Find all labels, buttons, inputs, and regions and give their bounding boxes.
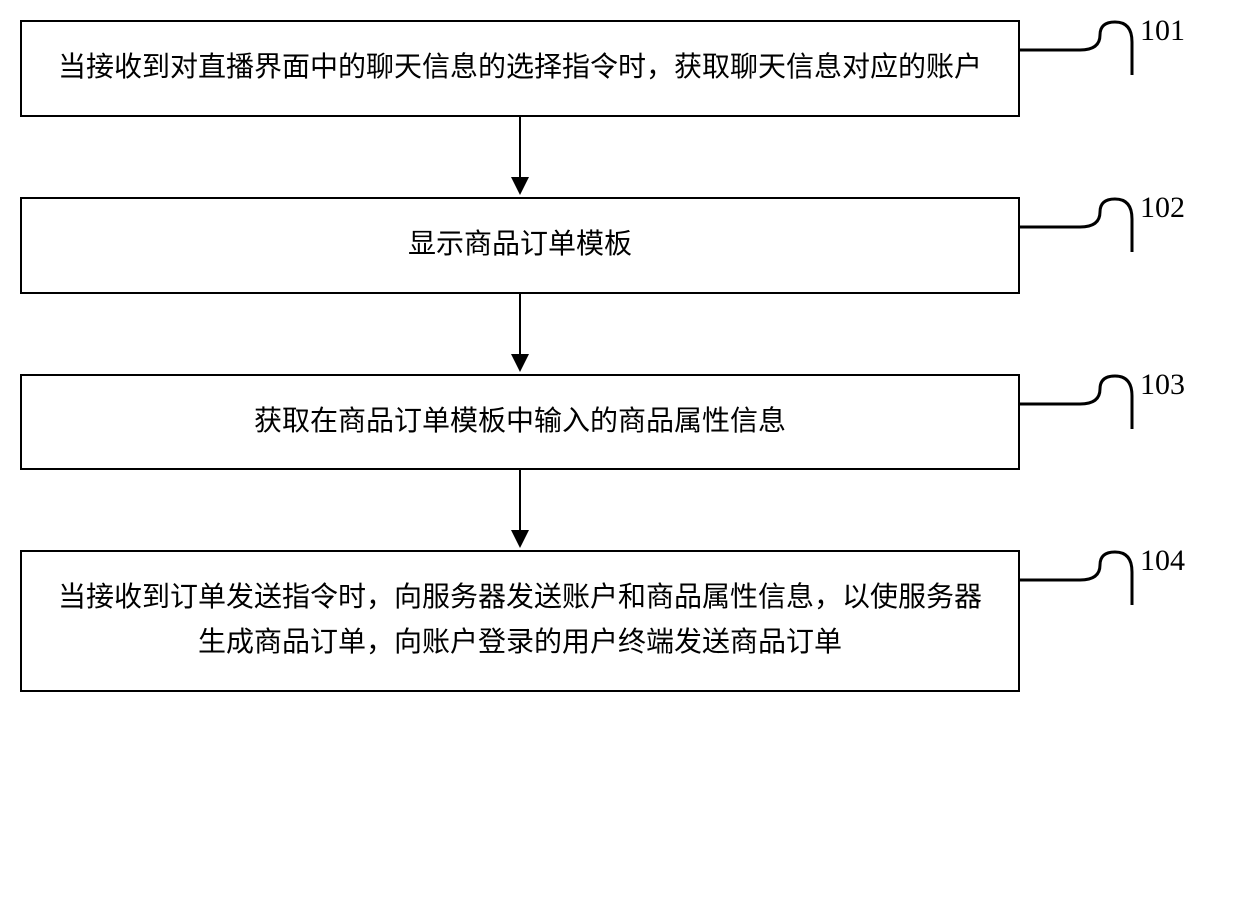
connector-curve-icon: [1020, 550, 1150, 630]
connector-curve-icon: [1020, 374, 1150, 454]
step-label: 101: [1140, 14, 1185, 48]
arrow-103-104: [20, 470, 1020, 550]
step-label: 102: [1140, 191, 1185, 225]
flow-node-text: 显示商品订单模板: [408, 229, 632, 260]
arrow-down-icon: [505, 294, 535, 374]
arrow-102-103: [20, 294, 1020, 374]
flow-node-103: 获取在商品订单模板中输入的商品属性信息: [20, 374, 1020, 471]
arrow-101-102: [20, 117, 1020, 197]
flow-row-102: 显示商品订单模板 102: [20, 197, 1220, 294]
flow-row-101: 当接收到对直播界面中的聊天信息的选择指令时，获取聊天信息对应的账户 101: [20, 20, 1220, 117]
arrow-down-icon: [505, 470, 535, 550]
connector-curve-icon: [1020, 197, 1150, 277]
arrow-down-icon: [505, 117, 535, 197]
flow-row-104: 当接收到订单发送指令时，向服务器发送账户和商品属性信息，以使服务器生成商品订单，…: [20, 550, 1220, 692]
flow-row-103: 获取在商品订单模板中输入的商品属性信息 103: [20, 374, 1220, 471]
flow-node-text: 当接收到对直播界面中的聊天信息的选择指令时，获取聊天信息对应的账户: [58, 52, 982, 83]
flowchart-container: 当接收到对直播界面中的聊天信息的选择指令时，获取聊天信息对应的账户 101 显示…: [20, 20, 1220, 692]
flow-node-text: 当接收到订单发送指令时，向服务器发送账户和商品属性信息，以使服务器生成商品订单，…: [58, 582, 982, 658]
flow-node-104: 当接收到订单发送指令时，向服务器发送账户和商品属性信息，以使服务器生成商品订单，…: [20, 550, 1020, 692]
flow-node-text: 获取在商品订单模板中输入的商品属性信息: [254, 406, 786, 437]
step-label: 104: [1140, 544, 1185, 578]
connector-curve-icon: [1020, 20, 1150, 100]
flow-node-102: 显示商品订单模板: [20, 197, 1020, 294]
flow-node-101: 当接收到对直播界面中的聊天信息的选择指令时，获取聊天信息对应的账户: [20, 20, 1020, 117]
step-label: 103: [1140, 368, 1185, 402]
